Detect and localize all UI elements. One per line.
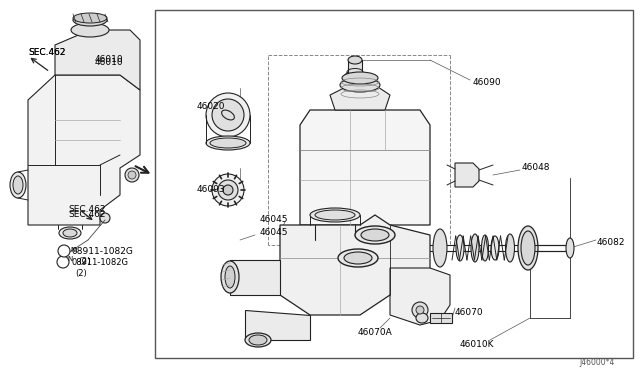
Circle shape bbox=[100, 213, 110, 223]
Ellipse shape bbox=[13, 176, 23, 194]
Polygon shape bbox=[245, 310, 310, 340]
Ellipse shape bbox=[59, 227, 81, 239]
Ellipse shape bbox=[63, 229, 77, 237]
Ellipse shape bbox=[221, 261, 239, 293]
Text: 46020: 46020 bbox=[197, 102, 225, 111]
Circle shape bbox=[223, 185, 233, 195]
Circle shape bbox=[128, 171, 136, 179]
Ellipse shape bbox=[315, 210, 355, 220]
Text: (2): (2) bbox=[75, 269, 87, 278]
Circle shape bbox=[58, 245, 70, 257]
Ellipse shape bbox=[73, 14, 107, 26]
Text: 46010K: 46010K bbox=[460, 340, 495, 349]
Ellipse shape bbox=[245, 333, 271, 347]
Text: (2): (2) bbox=[78, 257, 91, 266]
Ellipse shape bbox=[225, 266, 235, 288]
Ellipse shape bbox=[71, 23, 109, 37]
Bar bbox=[430, 313, 452, 323]
Ellipse shape bbox=[355, 226, 395, 244]
Polygon shape bbox=[330, 85, 390, 110]
Ellipse shape bbox=[491, 236, 499, 260]
Ellipse shape bbox=[342, 72, 378, 84]
Circle shape bbox=[212, 174, 244, 206]
Ellipse shape bbox=[344, 252, 372, 264]
Ellipse shape bbox=[206, 136, 250, 150]
Text: 46010: 46010 bbox=[95, 55, 124, 64]
Circle shape bbox=[218, 180, 238, 200]
Text: SEC.462: SEC.462 bbox=[68, 210, 106, 219]
Text: 08911-1082G: 08911-1082G bbox=[71, 247, 133, 256]
Ellipse shape bbox=[566, 238, 574, 258]
Ellipse shape bbox=[249, 335, 267, 345]
Ellipse shape bbox=[506, 234, 515, 262]
Ellipse shape bbox=[338, 249, 378, 267]
Ellipse shape bbox=[10, 172, 26, 198]
Polygon shape bbox=[300, 110, 430, 225]
Text: 46082: 46082 bbox=[597, 238, 625, 247]
Circle shape bbox=[206, 93, 250, 137]
Ellipse shape bbox=[456, 235, 464, 261]
Ellipse shape bbox=[471, 234, 479, 262]
Text: SEC.462: SEC.462 bbox=[28, 48, 65, 57]
Ellipse shape bbox=[348, 56, 362, 64]
Circle shape bbox=[412, 302, 428, 318]
Polygon shape bbox=[55, 30, 140, 90]
Ellipse shape bbox=[521, 231, 535, 265]
Text: 46010: 46010 bbox=[95, 58, 124, 67]
Text: 46048: 46048 bbox=[522, 163, 550, 172]
Ellipse shape bbox=[481, 235, 488, 261]
Text: SEC.462: SEC.462 bbox=[28, 48, 65, 57]
Ellipse shape bbox=[361, 229, 389, 241]
Ellipse shape bbox=[210, 138, 246, 148]
Ellipse shape bbox=[433, 229, 447, 267]
Ellipse shape bbox=[518, 226, 538, 270]
Text: 46070A: 46070A bbox=[358, 328, 393, 337]
Ellipse shape bbox=[416, 313, 428, 323]
Text: J46000*4: J46000*4 bbox=[580, 358, 615, 367]
Circle shape bbox=[57, 256, 69, 268]
Circle shape bbox=[416, 306, 424, 314]
Text: 08911-1082G: 08911-1082G bbox=[71, 258, 128, 267]
Ellipse shape bbox=[345, 71, 365, 81]
Text: N: N bbox=[67, 256, 72, 262]
Ellipse shape bbox=[340, 78, 380, 92]
Polygon shape bbox=[280, 215, 430, 315]
Text: 46045: 46045 bbox=[260, 215, 289, 224]
Text: 46070: 46070 bbox=[455, 308, 484, 317]
Text: SEC.462: SEC.462 bbox=[68, 205, 106, 214]
Bar bbox=[155, 10, 633, 358]
Text: N: N bbox=[70, 247, 76, 253]
Ellipse shape bbox=[73, 13, 107, 23]
Text: 46045: 46045 bbox=[260, 228, 289, 237]
Polygon shape bbox=[455, 163, 479, 187]
Circle shape bbox=[212, 99, 244, 131]
Circle shape bbox=[125, 168, 139, 182]
Bar bbox=[348, 60, 362, 76]
Text: 46093: 46093 bbox=[197, 185, 226, 194]
Text: 46090: 46090 bbox=[473, 78, 502, 87]
Polygon shape bbox=[28, 75, 140, 225]
Polygon shape bbox=[390, 268, 450, 325]
Ellipse shape bbox=[310, 208, 360, 222]
Polygon shape bbox=[230, 260, 280, 295]
